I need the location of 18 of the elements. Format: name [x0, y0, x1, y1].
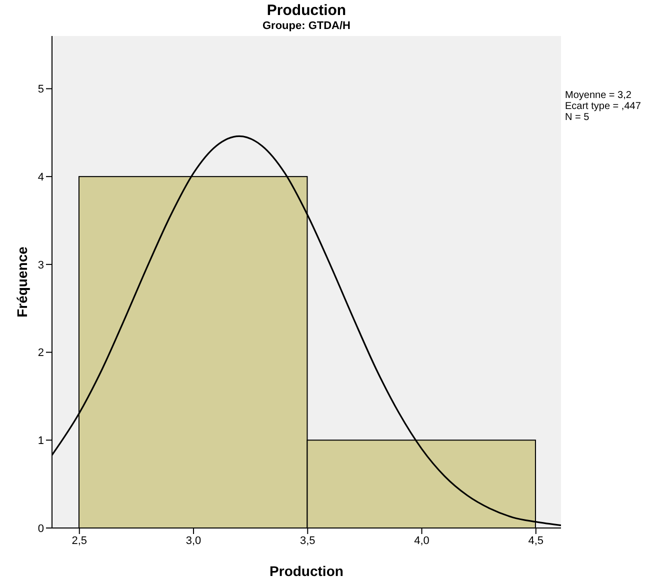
x-tick-label: 4,0	[414, 534, 430, 547]
text: N = 5	[565, 112, 590, 123]
y-tick-label: 0	[38, 522, 44, 535]
y-tick-label: 2	[38, 347, 44, 360]
text: Ecart type = ,447	[565, 101, 641, 112]
chart-subtitle: Groupe: GTDA/H	[262, 20, 352, 32]
chart-title: Production	[266, 2, 348, 19]
y-tick-label: 4	[38, 171, 44, 184]
y-tick-label: 5	[38, 84, 44, 96]
y-tick-label: 3	[38, 259, 44, 272]
y-tick-label: 1	[38, 435, 44, 448]
x-tick-label: 2,5	[72, 534, 88, 547]
x-axis-title: Production	[270, 563, 344, 579]
x-tick-label: 3,0	[186, 534, 202, 547]
text: Moyenne = 3,2	[565, 90, 632, 101]
y-axis-title: Fréquence	[14, 246, 30, 318]
x-tick-label: 4,5	[528, 534, 544, 547]
x-tick-label: 3,5	[300, 534, 316, 547]
